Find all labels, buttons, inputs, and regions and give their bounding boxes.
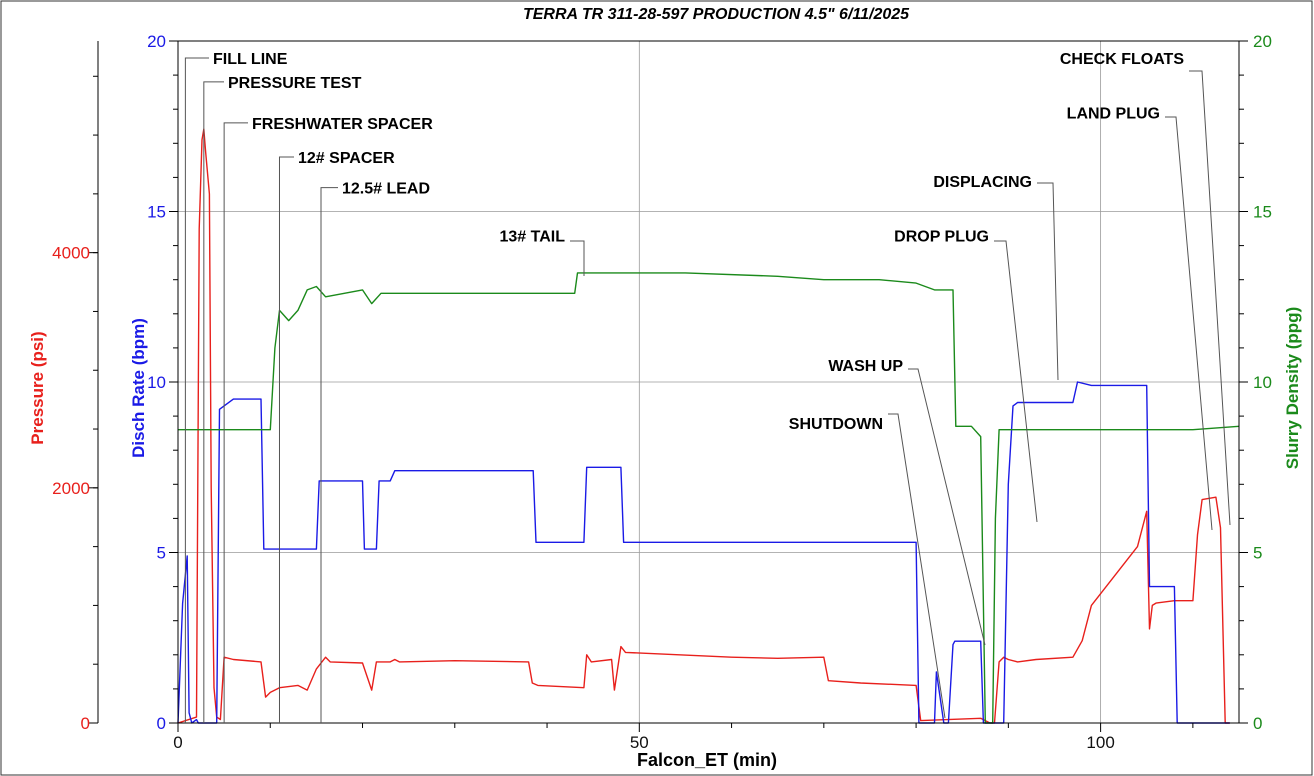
- grid-layer: [178, 41, 1239, 723]
- annotation-leader: [1189, 70, 1231, 526]
- annotation-callout: DISPLACING: [933, 174, 1059, 381]
- density-tick-label: 10: [1253, 373, 1272, 392]
- annotation-layer: FILL LINE PRESSURE TEST FRESHWATER SPACER 1…: [184, 51, 1231, 723]
- x-tick-label: 100: [1086, 733, 1114, 752]
- annotation-label: 12.5# LEAD: [342, 181, 430, 198]
- pressure-tick-label: 2000: [52, 479, 90, 498]
- rate-tick-label: 10: [147, 373, 166, 392]
- axis-layer: 0 2000 4000 0 5 10 15 20 0 5 10 15 20 0 50 100: [52, 32, 1272, 752]
- chart-title: TERRA TR 311-28-597 PRODUCTION 4.5" 6/11…: [523, 6, 910, 23]
- rate-tick-label: 15: [147, 203, 166, 222]
- annotation-leader: [184, 57, 209, 723]
- annotation-leader: [223, 122, 248, 723]
- annotation-callout: DROP PLUG: [894, 228, 1038, 523]
- annotation-leader: [908, 368, 986, 646]
- annotation-callout: LAND PLUG: [1067, 106, 1213, 531]
- x-tick-label: 0: [173, 733, 182, 752]
- annotation-callout: 12# SPACER: [278, 150, 395, 723]
- density-tick-label: 0: [1253, 714, 1262, 733]
- series-layer: [177, 128, 1240, 724]
- annotation-label: LAND PLUG: [1067, 106, 1160, 123]
- annotation-label: FRESHWATER SPACER: [252, 116, 433, 133]
- annotation-leader: [278, 156, 294, 723]
- annotation-label: FILL LINE: [213, 51, 288, 68]
- pressure-axis-label: Pressure (psi): [28, 331, 47, 444]
- pressure-tick-label: 0: [81, 714, 90, 733]
- annotation-label: 13# TAIL: [500, 228, 566, 245]
- annotation-callout: WASH UP: [828, 358, 986, 646]
- annotation-label: DROP PLUG: [894, 228, 989, 245]
- annotation-label: 12# SPACER: [298, 150, 395, 167]
- x-axis-label: Falcon_ET (min): [637, 750, 777, 770]
- x-tick-label: 50: [630, 733, 649, 752]
- annotation-label: SHUTDOWN: [789, 416, 883, 433]
- rate-tick-label: 5: [157, 544, 166, 563]
- rate-tick-label: 20: [147, 32, 166, 51]
- annotation-leader: [1037, 182, 1059, 381]
- annotation-leader: [203, 81, 224, 723]
- annotation-leader: [570, 240, 585, 276]
- density-tick-label: 20: [1253, 32, 1272, 51]
- annotation-leader: [320, 187, 338, 723]
- annotation-callout: FRESHWATER SPACER: [223, 116, 433, 723]
- annotation-callout: CHECK FLOATS: [1060, 51, 1231, 526]
- annotation-callout: PRESSURE TEST: [203, 75, 362, 723]
- density-tick-label: 15: [1253, 203, 1272, 222]
- series-line-rate: [177, 381, 1230, 724]
- annotation-leader: [888, 413, 946, 719]
- rate-axis-label: Disch Rate (bpm): [129, 318, 148, 458]
- density-tick-label: 5: [1253, 544, 1262, 563]
- annotation-callout: 12.5# LEAD: [320, 181, 430, 723]
- annotation-leader: [1165, 116, 1213, 531]
- series-line-density: [178, 272, 1240, 724]
- annotation-label: WASH UP: [828, 358, 903, 375]
- annotation-callout: SHUTDOWN: [789, 413, 946, 719]
- annotation-callout: 13# TAIL: [500, 228, 585, 276]
- pressure-tick-label: 4000: [52, 244, 90, 263]
- annotation-leader: [994, 240, 1038, 523]
- annotation-callout: FILL LINE: [184, 51, 288, 723]
- annotation-label: CHECK FLOATS: [1060, 51, 1184, 68]
- rate-tick-label: 0: [157, 714, 166, 733]
- annotation-label: DISPLACING: [933, 174, 1032, 191]
- annotation-label: PRESSURE TEST: [228, 75, 362, 92]
- density-axis-label: Slurry Density (ppg): [1283, 307, 1302, 469]
- series-line-pressure: [177, 128, 1230, 724]
